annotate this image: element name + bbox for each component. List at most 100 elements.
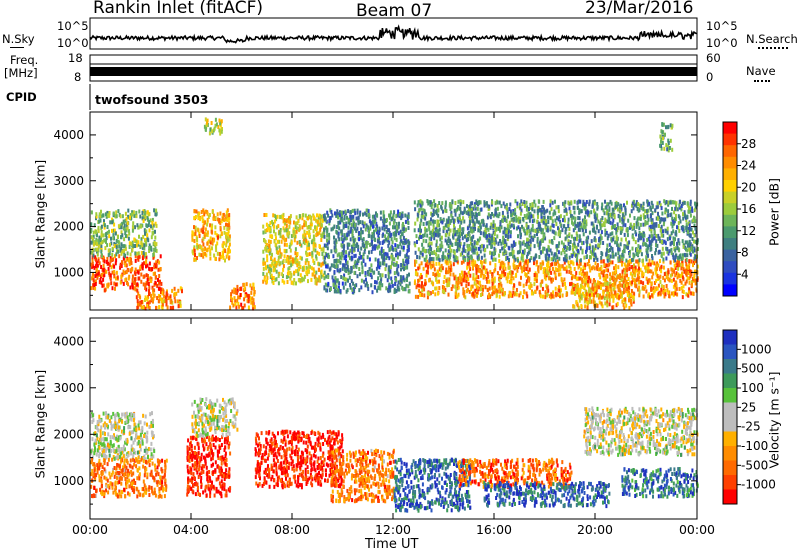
power-panel-cell: [642, 294, 645, 299]
power-panel-cell: [151, 226, 154, 231]
power-panel-cell: [305, 238, 308, 243]
power-panel-cell: [528, 207, 530, 211]
power-panel-cell: [674, 291, 677, 296]
power-panel-cell: [674, 273, 677, 278]
power-panel-cell: [127, 208, 130, 213]
power-panel-cell: [659, 239, 662, 244]
power-panel-cell: [602, 282, 605, 287]
power-panel-cell: [347, 209, 350, 214]
power-panel-cell: [136, 223, 139, 228]
power-panel-cell: [483, 230, 486, 234]
power-panel-cell: [493, 276, 496, 281]
power-panel-cell: [459, 280, 462, 285]
power-panel-cell: [642, 234, 644, 239]
power-panel-cell: [533, 261, 535, 266]
power-panel-cell: [545, 269, 548, 274]
power-panel-cell: [647, 269, 649, 274]
power-panel-cell: [500, 288, 503, 293]
power-panel-cell: [438, 286, 441, 290]
power-panel-cell: [221, 250, 224, 255]
power-panel-cell: [573, 210, 576, 215]
power-panel-cell: [145, 242, 148, 247]
power-panel-cell: [272, 222, 274, 227]
power-panel-cell: [397, 209, 400, 214]
power-panel-cell: [198, 234, 201, 238]
power-panel-cell: [305, 270, 308, 275]
power-panel-cell: [583, 275, 586, 280]
power-panel-cell: [122, 281, 125, 286]
power-panel-cell: [484, 258, 487, 263]
power-panel-cell: [358, 251, 361, 256]
power-panel-cell: [432, 222, 435, 227]
power-panel-cell: [227, 229, 230, 234]
power-panel-cell: [434, 273, 437, 278]
power-panel-cell: [220, 119, 223, 124]
power-panel-cell: [146, 216, 149, 220]
power-panel-cell: [659, 219, 662, 224]
power-panel-cell: [111, 220, 114, 225]
power-panel-cell: [400, 215, 403, 220]
power-panel-cell: [479, 244, 482, 249]
power-panel-cell: [673, 219, 676, 224]
power-panel-cell: [662, 257, 665, 262]
power-panel-cell: [462, 259, 465, 264]
power-panel-cell: [358, 288, 361, 293]
power-panel-cell: [656, 243, 659, 248]
power-panel-cell: [101, 240, 104, 244]
power-panel-cell: [455, 230, 457, 235]
power-panel-cell: [579, 261, 582, 266]
power-panel-cell: [653, 261, 656, 266]
power-panel-cell: [106, 243, 109, 248]
cpid-label: CPID: [6, 90, 37, 104]
power-panel-cell: [249, 283, 252, 288]
power-panel-cell: [247, 294, 250, 299]
power-panel-cell: [458, 238, 461, 243]
power-panel-cell: [487, 279, 490, 284]
power-panel-cell: [121, 233, 124, 238]
power-panel-cell: [146, 233, 149, 238]
power-panel-cell: [308, 242, 310, 247]
power-panel-cell: [146, 304, 149, 309]
power-panel-cell: [528, 276, 531, 281]
power-panel-cell: [385, 224, 388, 229]
power-panel-cell: [477, 228, 480, 233]
power-panel-cell: [519, 291, 522, 296]
power-panel-cell: [644, 284, 647, 289]
power-panel-cell: [266, 264, 269, 269]
power-panel-cell: [393, 271, 396, 276]
power-panel-cell: [375, 266, 378, 271]
power-panel-cell: [355, 283, 358, 288]
power-panel-cell: [429, 221, 432, 226]
power-panel-cell: [492, 278, 495, 283]
power-panel-cell: [90, 240, 93, 245]
power-panel-cell: [596, 206, 599, 211]
power-panel-cell: [139, 245, 142, 249]
power-panel-cell: [543, 234, 546, 238]
power-panel-cell: [318, 251, 321, 256]
power-panel-cell: [447, 249, 450, 254]
power-panel-cell: [338, 252, 341, 257]
power-panel-cell: [612, 218, 615, 223]
power-panel-cell: [119, 263, 122, 268]
power-panel-cell: [696, 238, 699, 243]
power-panel-cell: [306, 246, 309, 251]
power-panel-cell: [343, 273, 346, 278]
power-panel-cell: [482, 244, 485, 249]
power-panel-cell: [147, 274, 149, 278]
power-panel-cell: [521, 224, 523, 229]
power-panel-cell: [430, 236, 433, 241]
power-panel-cell: [278, 239, 280, 244]
power-panel-cell: [126, 221, 129, 226]
power-panel-cell: [90, 210, 93, 215]
power-panel-cell: [245, 282, 248, 287]
power-panel-cell: [98, 280, 101, 285]
power-panel-cell: [121, 214, 124, 219]
power-panel-cell: [498, 200, 501, 205]
power-panel-cell: [500, 204, 503, 209]
power-panel-cell: [115, 270, 118, 275]
power-panel-cell: [228, 242, 231, 247]
power-panel-cell: [191, 233, 194, 238]
power-panel-cell: [627, 277, 630, 281]
power-panel-cell: [630, 289, 633, 293]
power-panel-cell: [393, 236, 396, 241]
